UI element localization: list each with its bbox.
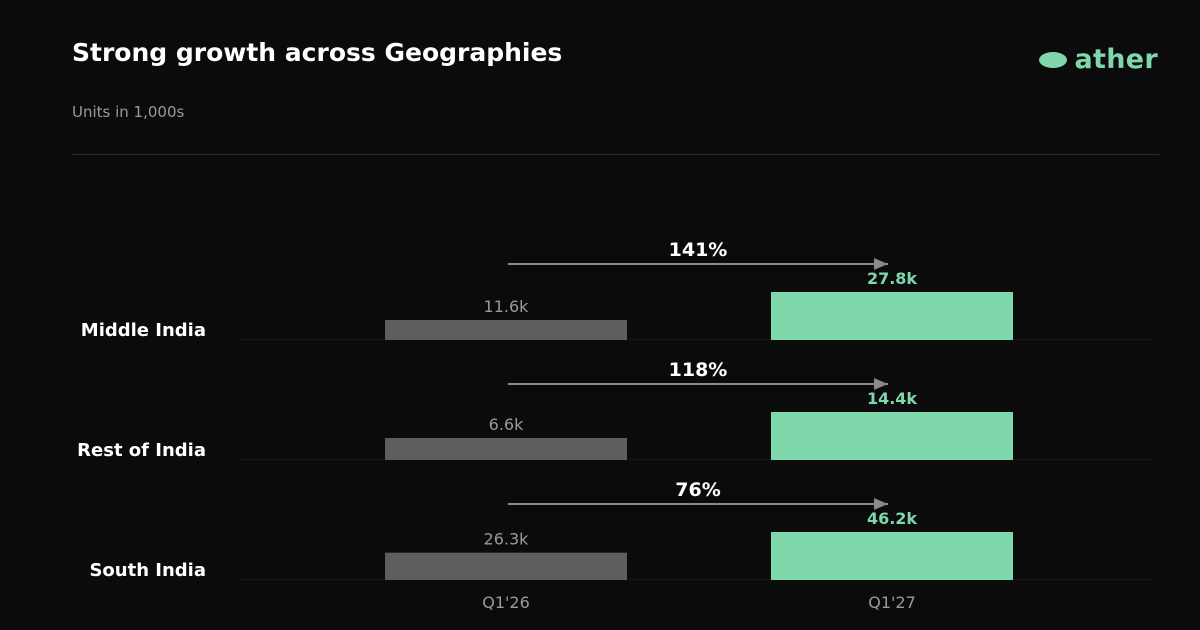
x-tick-label: Q1'26 xyxy=(482,593,530,612)
bar-q1-26 xyxy=(385,552,627,580)
data-label: 6.6k xyxy=(489,415,524,434)
data-label: 27.8k xyxy=(867,269,917,288)
brand-name: ather xyxy=(1074,44,1158,75)
brand-logo: ather xyxy=(1038,44,1158,75)
bar-q1-27 xyxy=(771,292,1013,340)
data-label: 11.6k xyxy=(484,297,530,316)
growth-label: 76% xyxy=(675,479,720,501)
row-label: Rest of India xyxy=(77,440,206,461)
row-label: Middle India xyxy=(81,320,206,341)
row-label: South India xyxy=(89,560,206,581)
bar-q1-26 xyxy=(385,319,627,340)
bar-q1-27 xyxy=(771,532,1013,580)
x-tick-label: Q1'27 xyxy=(868,593,916,612)
data-label: 14.4k xyxy=(867,389,917,408)
bar-q1-27 xyxy=(771,412,1013,460)
data-label: 46.2k xyxy=(867,509,917,528)
data-label: 26.3k xyxy=(484,530,530,549)
growth-label: 118% xyxy=(669,359,728,381)
growth-label: 141% xyxy=(669,239,728,261)
ather-logo-icon xyxy=(1038,51,1067,68)
chart-title: Strong growth across Geographies xyxy=(72,38,563,67)
header-divider xyxy=(72,154,1159,155)
bar-q1-26 xyxy=(385,438,627,460)
chart-subtitle: Units in 1,000s xyxy=(72,103,185,121)
